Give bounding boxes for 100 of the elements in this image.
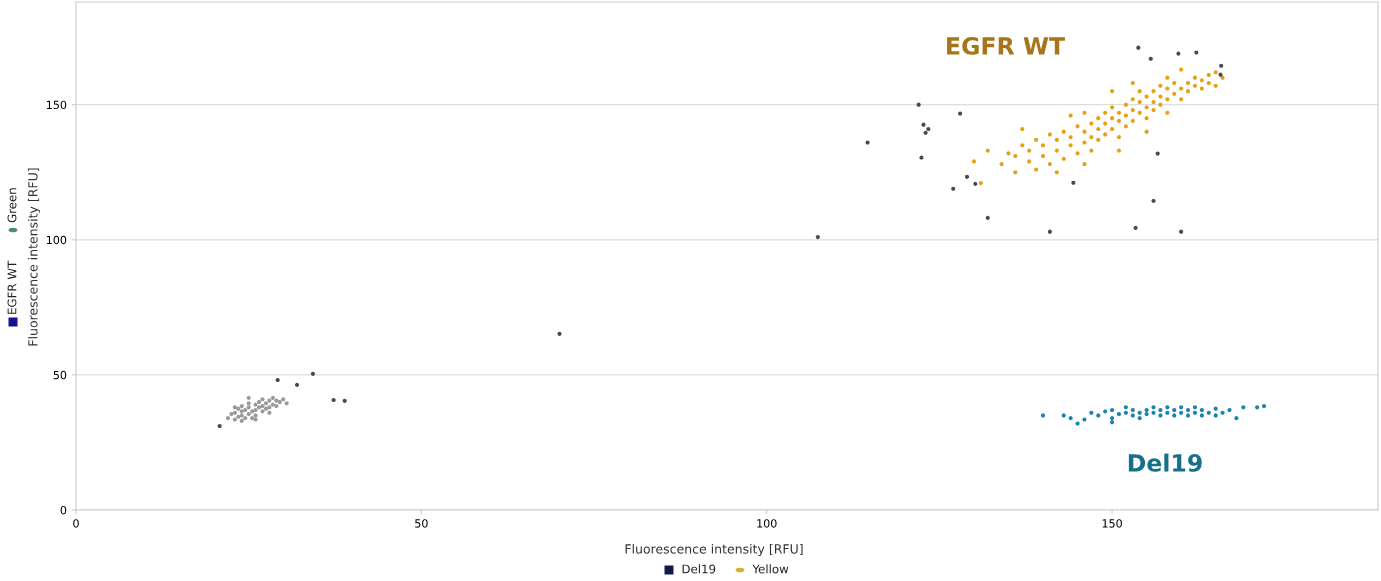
point	[865, 140, 870, 145]
point	[1068, 416, 1073, 421]
point	[1144, 411, 1149, 417]
point	[274, 403, 279, 409]
point	[246, 405, 251, 410]
point	[1096, 413, 1101, 418]
annotation: Del19	[1128, 453, 1202, 472]
point	[1185, 413, 1191, 418]
point	[310, 371, 315, 376]
point	[281, 397, 286, 402]
point	[1172, 407, 1177, 413]
point	[232, 405, 237, 410]
point	[985, 215, 990, 220]
point	[246, 395, 251, 400]
point	[294, 382, 300, 387]
point	[1151, 198, 1156, 203]
point	[1071, 180, 1076, 185]
point	[1075, 421, 1080, 426]
text: Yellow	[752, 564, 789, 574]
point	[1116, 411, 1122, 417]
point	[1165, 405, 1170, 410]
point	[1199, 407, 1204, 413]
point	[225, 416, 231, 421]
point	[1109, 407, 1115, 413]
y-tick-label: 100	[46, 235, 67, 245]
y-tick-label: 0	[60, 505, 67, 515]
y-axis-title: Fluorescence intensity [RFU]	[27, 168, 41, 346]
point	[1137, 410, 1142, 415]
point	[260, 403, 265, 409]
point	[923, 130, 928, 135]
point	[973, 181, 978, 186]
point	[1144, 407, 1149, 413]
point	[815, 235, 820, 240]
point	[958, 111, 963, 116]
x-tick-label: 100	[757, 519, 777, 528]
point	[1192, 410, 1198, 415]
point	[1103, 409, 1108, 414]
point	[1136, 45, 1141, 50]
point	[1234, 416, 1239, 421]
point	[256, 405, 262, 410]
point	[239, 413, 244, 418]
point	[232, 410, 237, 415]
point	[1089, 410, 1094, 415]
point	[246, 401, 251, 406]
point	[217, 423, 222, 429]
point	[342, 398, 347, 403]
point	[1261, 403, 1267, 409]
point	[916, 102, 921, 107]
point	[331, 397, 336, 403]
point	[557, 331, 562, 336]
point	[1179, 405, 1184, 410]
point	[246, 411, 251, 417]
point	[236, 414, 241, 419]
point	[1137, 416, 1142, 421]
point	[267, 410, 272, 415]
x-axis-title: Fluorescence intensity [RFU]	[625, 543, 803, 557]
text: Del19	[682, 564, 716, 574]
point	[267, 405, 272, 410]
point	[1109, 420, 1115, 425]
point	[964, 174, 970, 179]
point	[1219, 63, 1224, 68]
point	[1061, 413, 1066, 418]
point	[951, 186, 956, 191]
point	[1047, 229, 1052, 234]
point	[229, 411, 234, 417]
point	[232, 417, 237, 422]
point	[270, 402, 275, 407]
point	[284, 401, 289, 406]
point	[260, 397, 265, 402]
point	[1179, 410, 1184, 415]
point	[263, 401, 269, 406]
point	[1192, 405, 1198, 410]
point	[1158, 407, 1163, 413]
text: Green	[7, 188, 17, 223]
point	[1148, 56, 1153, 61]
x-tick-label: 150	[1102, 519, 1122, 528]
point	[1130, 407, 1135, 413]
annotation: EGFR WT	[947, 36, 1065, 55]
point	[243, 416, 248, 421]
y-tick-label: 50	[53, 370, 67, 380]
point	[1179, 229, 1184, 234]
point	[250, 409, 255, 414]
x-tick-label: 50	[415, 519, 428, 528]
point	[926, 126, 931, 132]
point	[263, 406, 269, 411]
point	[1206, 410, 1211, 415]
point	[1199, 413, 1204, 418]
point	[1172, 413, 1177, 418]
point	[1040, 413, 1046, 418]
point	[275, 377, 280, 383]
point	[239, 418, 244, 423]
point	[1123, 405, 1128, 410]
point	[1213, 406, 1218, 411]
point	[256, 399, 262, 404]
point	[253, 407, 258, 413]
point	[1241, 405, 1246, 410]
x-tick-label: 0	[73, 519, 79, 528]
point	[1133, 225, 1138, 230]
point	[1123, 410, 1128, 415]
point	[1165, 410, 1170, 415]
